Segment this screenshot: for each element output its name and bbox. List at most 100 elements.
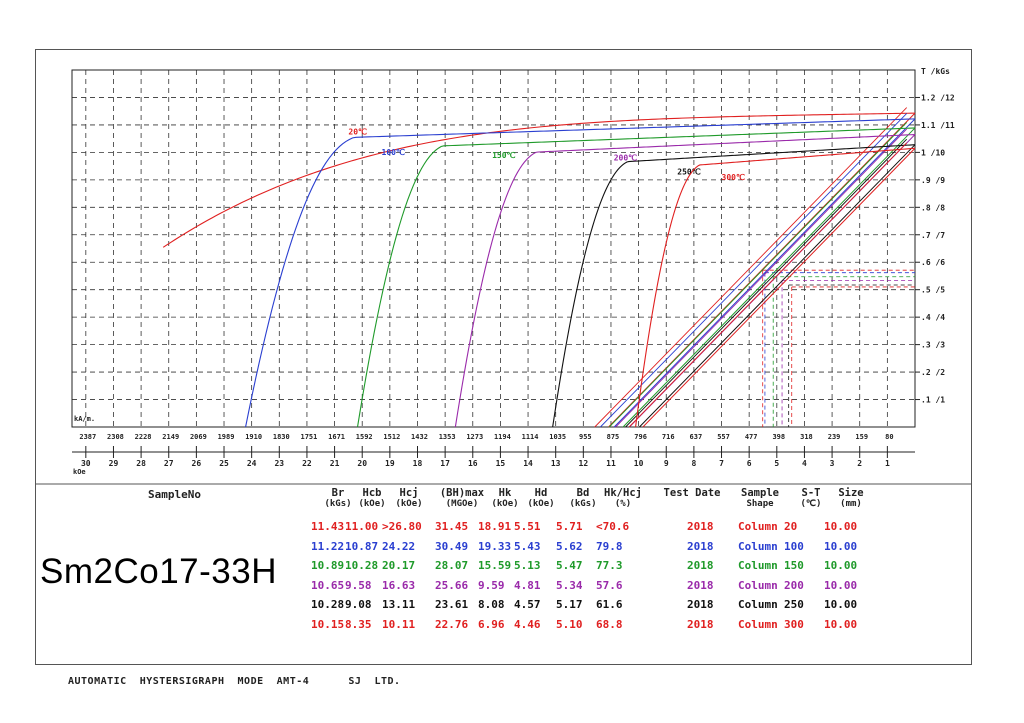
x-tick-label-kam: 2308 xyxy=(107,433,124,441)
table-cell: 10.00 xyxy=(824,598,858,611)
table-cell: 16.63 xyxy=(382,578,416,592)
table-cell: 2018 xyxy=(687,598,714,611)
table-cell: 2018 xyxy=(687,617,714,631)
series-label: 300℃ xyxy=(722,173,745,182)
series-curve-20℃ xyxy=(162,112,916,248)
series-curve-300℃ xyxy=(635,147,916,428)
table-cell: 2018 xyxy=(687,559,714,572)
table-cell: Column xyxy=(738,539,778,553)
x-tick-label-koe: 27 xyxy=(164,459,174,468)
table-header-top: Sample xyxy=(741,487,779,499)
table-cell: 11.43 xyxy=(311,520,345,533)
table-cell: Column xyxy=(738,520,778,533)
table-header-top: Hk xyxy=(498,487,512,499)
y-axis-label: T /kGs xyxy=(921,67,950,76)
series-curve-200℃ xyxy=(454,133,916,428)
x-tick-label-kam: 2069 xyxy=(190,433,207,441)
table-cell: 6.96 xyxy=(478,617,505,631)
table-header-bottom: (kOe) xyxy=(358,499,386,509)
table-cell: 5.71 xyxy=(556,520,583,533)
table-cell: 5.51 xyxy=(514,520,541,533)
x-tick-label-koe: 30 xyxy=(81,459,91,468)
x-tick-label-koe: 11 xyxy=(606,459,616,468)
x-tick-label-kam: 1910 xyxy=(245,433,262,441)
table-header: Hk (kOe) xyxy=(470,487,540,509)
table-header: Test Date xyxy=(657,487,727,499)
y-ticks: .1 /1 .2 /2 .3 /3 .4 /4 .5 /5 .6 /6 .7 /7 .8 /8… xyxy=(915,93,955,405)
x-tick-label-koe: 3 xyxy=(830,459,835,468)
table-cell: 10.00 xyxy=(824,617,858,631)
y-tick-label: .7 /7 xyxy=(921,231,945,240)
x-tick-label-koe: 15 xyxy=(496,459,506,468)
table-cell: 250 xyxy=(784,598,804,611)
table-cell: <70.6 xyxy=(596,520,630,533)
table-cell: 4.46 xyxy=(514,617,541,631)
table-cell: 19.33 xyxy=(478,539,512,553)
x-tick-label-koe: 5 xyxy=(774,459,779,468)
x-tick-label-koe: 26 xyxy=(192,459,202,468)
table-cell: 9.08 xyxy=(345,598,372,611)
table-header-bottom: (℃) xyxy=(800,499,822,509)
table-cell: 23.61 xyxy=(435,598,469,611)
x-tick-label-koe: 24 xyxy=(247,459,257,468)
table-cell: 10.00 xyxy=(824,539,858,553)
footer-text: AUTOMATIC HYSTERSIGRAPH MODE AMT-4 SJ LT… xyxy=(68,676,401,687)
table-header-bottom: Shape xyxy=(746,499,774,509)
table-cell: 15.59 xyxy=(478,559,512,572)
table-header-top: Size xyxy=(838,487,864,499)
x-tick-label-kam: 1989 xyxy=(218,433,235,441)
table-cell: Column xyxy=(738,559,778,572)
table-cell: 8.35 xyxy=(345,617,372,631)
x-tick-label-kam: 637 xyxy=(690,433,703,441)
x-tick-label-kam: 159 xyxy=(855,433,868,441)
table-cell: 20.17 xyxy=(382,559,416,572)
table-header: Sample Shape xyxy=(725,487,795,509)
demag-curves: 20℃ 100℃ 150℃ 200℃ 250℃ 300℃ xyxy=(162,107,916,428)
table-header-bottom: (MGOe) xyxy=(445,499,479,509)
table-header: Hcb (kOe) xyxy=(337,487,407,509)
x-tick-label-koe: 16 xyxy=(468,459,478,468)
x-tick-label-koe: 20 xyxy=(357,459,367,468)
sample-no-label: SampleNo xyxy=(148,488,201,501)
sample-name: Sm2Co17-33H xyxy=(40,552,277,591)
x-tick-label-koe: 19 xyxy=(385,459,395,468)
x-tick-label-kam: 1035 xyxy=(549,433,566,441)
permeance-line xyxy=(594,107,908,428)
x-tick-label-kam: 1273 xyxy=(466,433,483,441)
x-tick-label-koe: 10 xyxy=(634,459,644,468)
series-label: 200℃ xyxy=(614,154,637,163)
table-cell: 4.81 xyxy=(514,578,541,592)
x-tick-label-koe: 28 xyxy=(136,459,146,468)
table-cell: 9.58 xyxy=(345,578,372,592)
table-cell: 100 xyxy=(784,539,804,553)
permeance-line xyxy=(642,147,916,428)
table-header: S-T (℃) xyxy=(776,487,846,509)
table-header-bottom: (kOe) xyxy=(491,499,519,509)
table-cell: 8.08 xyxy=(478,598,505,611)
table-header-top: Bd xyxy=(576,487,590,499)
x-tick-label-kam: 1432 xyxy=(411,433,428,441)
table-cell: 10.87 xyxy=(345,539,379,553)
series-label: 150℃ xyxy=(492,151,515,160)
x-tick-label-kam: 398 xyxy=(772,433,785,441)
permeance-line xyxy=(622,127,916,428)
x-tick-label-kam: 955 xyxy=(579,433,592,441)
x-tick-label-koe: 21 xyxy=(330,459,340,468)
x-tick-label-kam: 2149 xyxy=(162,433,179,441)
table-cell: 10.00 xyxy=(824,559,858,572)
table-cell: 61.6 xyxy=(596,598,623,611)
table-cell: >26.80 xyxy=(382,520,422,533)
table-cell: 79.8 xyxy=(596,539,623,553)
x-tick-label-kam: 1512 xyxy=(383,433,400,441)
table-cell: 25.66 xyxy=(435,578,469,592)
x-tick-label-koe: 7 xyxy=(719,459,724,468)
x-tick-label-koe: 9 xyxy=(664,459,669,468)
x-ticks-koe: 30 29 28 27 26 25 24 23 22 21 20 19 18 17 16 15 14 13 12 11… xyxy=(81,446,890,468)
table-cell: Column xyxy=(738,578,778,592)
x-tick-label-kam: 716 xyxy=(662,433,675,441)
table-cell: 22.76 xyxy=(435,617,469,631)
table-cell: 10.15 xyxy=(311,617,345,631)
series-label: 20℃ xyxy=(348,128,367,137)
y-tick-label: .2 /2 xyxy=(921,368,945,377)
